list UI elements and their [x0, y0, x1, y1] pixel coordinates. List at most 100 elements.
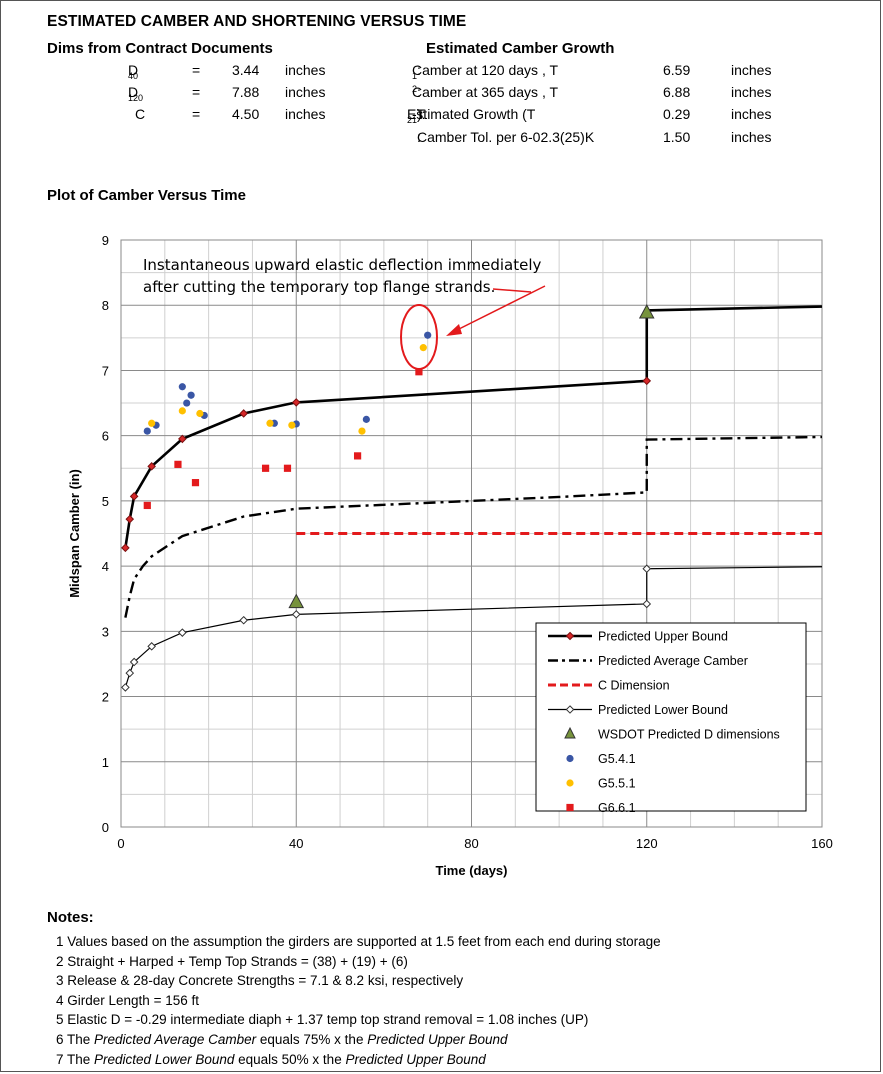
growth-value: 0.29 [663, 106, 691, 122]
point-g6-6-1 [191, 479, 200, 487]
point-g5-5-1 [419, 344, 427, 352]
point-g6-6-1 [174, 460, 182, 468]
wsdot-d-marker [288, 593, 305, 609]
point-g5-4-1 [143, 427, 151, 435]
note-text: Girder Length = 156 ft [67, 992, 199, 1008]
notes-heading: Notes: [47, 909, 94, 926]
point-g6-6-1 [283, 464, 292, 472]
note-number: 2 [56, 953, 68, 969]
plot-heading: Plot of Camber Versus Time [47, 187, 246, 204]
dim-unit: inches [285, 62, 326, 78]
note-number: 4 [56, 992, 68, 1008]
y-tick-label: 0 [102, 820, 109, 835]
wsdot-d-marker [638, 303, 655, 319]
note-item: 3 Release & 28-day Concrete Strengths = … [56, 973, 463, 988]
lower-bound-marker [178, 628, 187, 637]
growth-unit: inches [731, 84, 772, 100]
growth-label: Estimated Growth (T 2 -T 1): [406, 106, 536, 125]
note-text: Straight + Harped + Temp Top Strands = (… [67, 953, 408, 969]
growth-value: 1.50 [663, 129, 691, 145]
note-text: The [67, 1032, 95, 1047]
note-number: 7 [56, 1051, 68, 1067]
y-tick-label: 6 [102, 429, 109, 444]
point-g5-5-1 [266, 419, 274, 427]
lower-bound-marker [642, 599, 652, 609]
legend-entry: G5.5.1 [598, 777, 636, 791]
upper-bound-marker [121, 543, 130, 553]
average-camber-line [124, 435, 823, 618]
point-g5-4-1 [178, 383, 186, 391]
note-item: 1 Values based on the assumption the gir… [56, 934, 661, 949]
note-item: 2 Straight + Harped + Temp Top Strands =… [56, 954, 408, 969]
point-g5-4-1 [183, 399, 191, 407]
annotation-arrow [450, 285, 546, 334]
upper-bound-line [124, 305, 823, 549]
note-number: 5 [56, 1012, 68, 1028]
legend-swatch-marker [566, 803, 574, 812]
growth-heading: Estimated Camber Growth [426, 40, 615, 57]
growth-unit: inches [731, 106, 772, 122]
point-g5-4-1 [362, 415, 370, 423]
point-g5-4-1 [187, 391, 195, 399]
legend-entry: Predicted Upper Bound [598, 630, 728, 644]
point-g6-6-1 [415, 368, 423, 376]
legend-swatch-marker [566, 779, 574, 787]
lower-bound-marker [121, 683, 130, 692]
note-text: Predicted Upper Bound [367, 1032, 508, 1047]
note-text: Predicted Upper Bound [345, 1051, 486, 1067]
upper-bound-marker [129, 492, 139, 501]
dim-label: D 120 [128, 84, 144, 103]
x-tick-label: 0 [117, 836, 124, 851]
x-tick-label: 80 [464, 836, 478, 851]
y-tick-label: 7 [102, 363, 109, 378]
growth-unit: inches [731, 62, 772, 78]
upper-bound-marker [125, 514, 135, 524]
upper-bound-marker [239, 409, 248, 418]
dim-unit: inches [285, 84, 326, 100]
lower-bound-line [124, 566, 823, 688]
note-item: 7 The Predicted Lower Bound equals 50% x… [56, 1052, 486, 1067]
y-tick-label: 8 [102, 298, 109, 313]
note-number: 3 [56, 973, 68, 989]
dim-value: 4.50 [232, 106, 260, 122]
note-text: Elastic D = -0.29 intermediate diaph + 1… [67, 1012, 589, 1028]
y-tick-label: 3 [102, 624, 109, 639]
note-item: 4 Girder Length = 156 ft [56, 993, 199, 1008]
upper-bound-marker [642, 376, 652, 386]
legend-entry: G5.4.1 [598, 752, 636, 766]
growth-unit: inches [731, 129, 772, 145]
legend-entry: Predicted Lower Bound [598, 703, 728, 717]
dims-heading: Dims from Contract Documents [47, 40, 273, 57]
annotation-connector [492, 288, 532, 293]
y-tick-label: 4 [102, 559, 109, 574]
lower-bound-marker [239, 615, 248, 625]
note-text: Predicted Lower Bound [94, 1051, 235, 1067]
annotation-line-1: Instantaneous upward elastic deflection … [143, 256, 542, 274]
legend-entry: C Dimension [598, 679, 670, 693]
lower-bound-marker [642, 564, 652, 574]
dim-eq: = [192, 106, 201, 122]
point-g6-6-1 [353, 452, 362, 460]
note-number: 1 [56, 934, 68, 949]
note-text: Release & 28-day Concrete Strengths = 7.… [67, 973, 464, 989]
point-g6-6-1 [261, 464, 270, 472]
annotation-line-2: after cutting the temporary top flange s… [143, 278, 495, 296]
point-g5-5-1 [148, 419, 156, 427]
note-text: Predicted Average Camber [94, 1032, 257, 1047]
legend-entry: Predicted Average Camber [598, 654, 748, 668]
y-axis-label: Midspan Camber (in) [67, 469, 82, 598]
point-g5-5-1 [358, 427, 366, 435]
page-title: ESTIMATED CAMBER AND SHORTENING VERSUS T… [47, 13, 467, 30]
note-text: equals 50% x the [234, 1051, 346, 1067]
dim-label: C [135, 106, 146, 122]
lower-bound-marker [291, 610, 301, 619]
note-text: The [67, 1051, 95, 1067]
legend-entry: WSDOT Predicted D dimensions [598, 728, 780, 742]
dim-value: 7.88 [232, 84, 260, 100]
x-axis-label: Time (days) [435, 863, 507, 878]
dim-eq: = [192, 62, 201, 78]
legend-swatch-marker [565, 705, 575, 714]
upper-bound-marker [291, 398, 301, 407]
